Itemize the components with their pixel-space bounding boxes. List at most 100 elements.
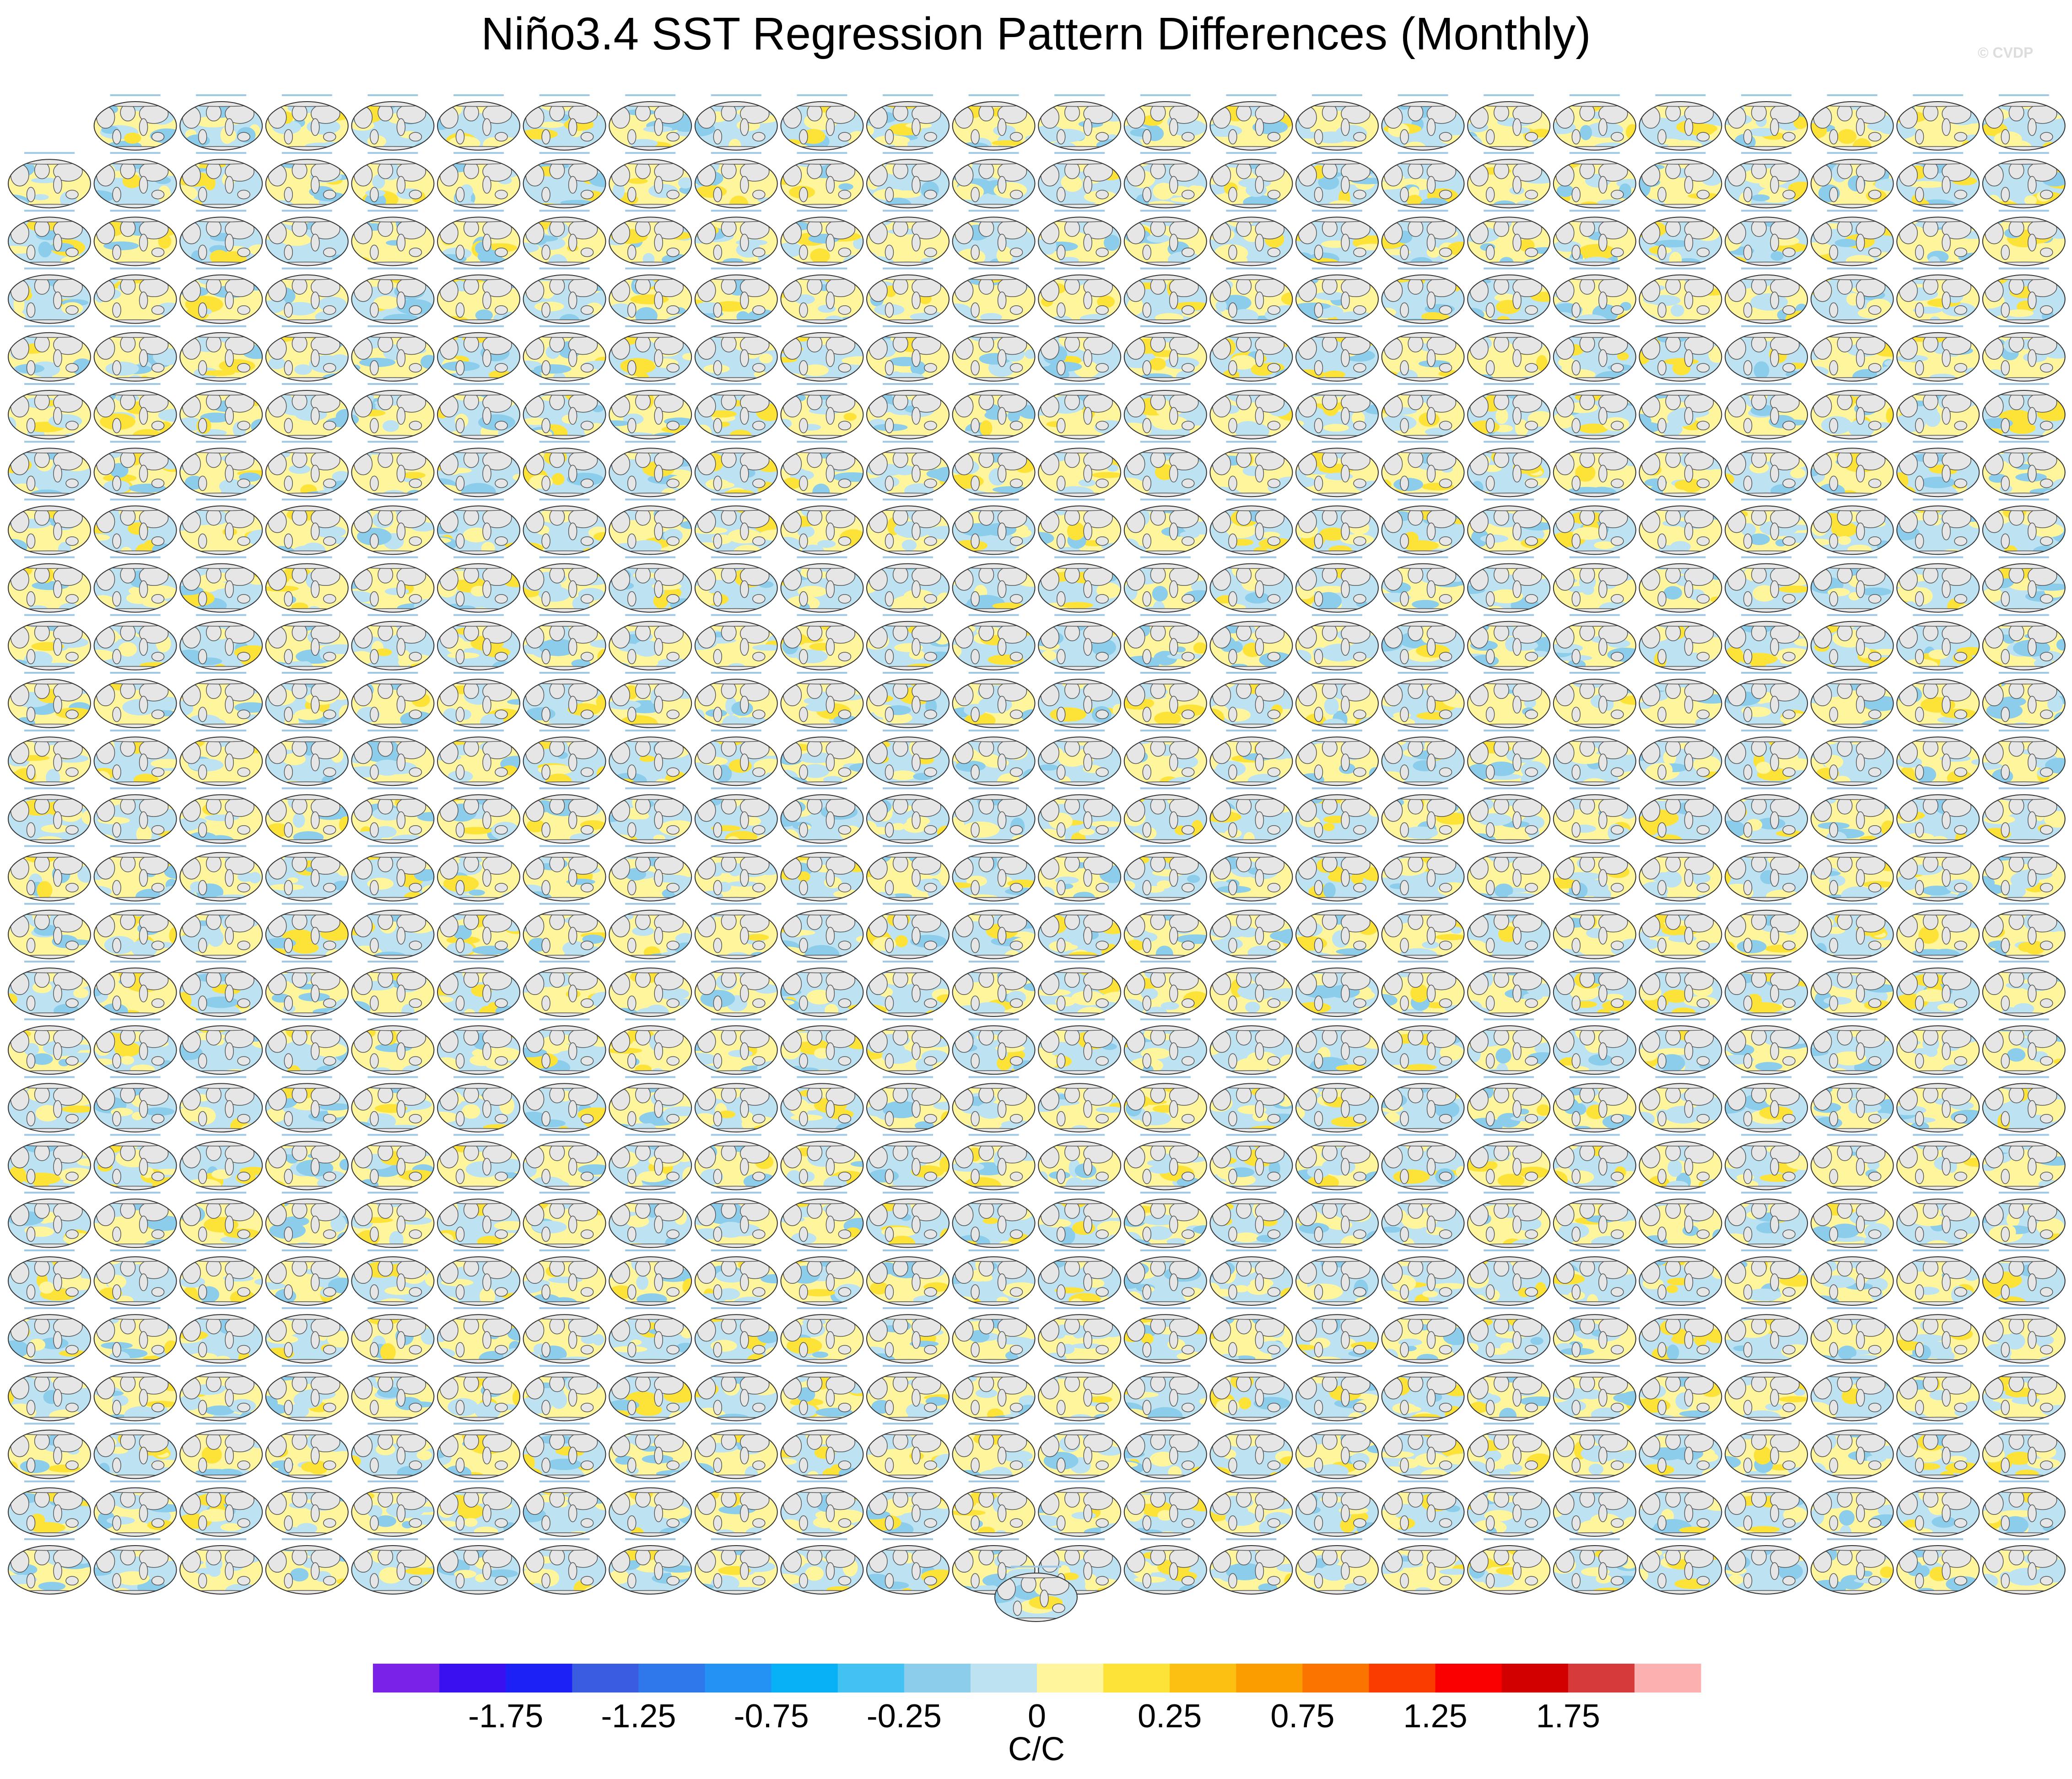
map-panel <box>866 267 950 324</box>
map-panel <box>1381 672 1465 728</box>
map-panel <box>265 556 349 613</box>
map-panel <box>1982 903 2066 959</box>
map-panel <box>351 845 435 902</box>
map-panel <box>866 556 950 613</box>
map-panel <box>1639 730 1722 786</box>
map-panel <box>1553 1076 1636 1133</box>
map-panel <box>1982 845 2066 902</box>
map-panel <box>1381 1018 1465 1075</box>
map-panel <box>179 1076 263 1133</box>
map-panel <box>1639 845 1722 902</box>
map-panel <box>1381 961 1465 1017</box>
map-panel <box>866 614 950 671</box>
map-panel <box>1038 1018 1122 1075</box>
map-panel <box>1123 267 1207 324</box>
map-panel <box>93 1076 177 1133</box>
map-panel <box>866 1018 950 1075</box>
map-panel <box>1810 383 1894 439</box>
map-panel <box>179 614 263 671</box>
map-panel <box>1725 614 1808 671</box>
map-panel <box>1467 498 1551 555</box>
map-panel <box>1553 614 1636 671</box>
map-panel <box>952 210 1036 266</box>
map-panel <box>866 845 950 902</box>
map-panel <box>265 903 349 959</box>
map-panel <box>1038 498 1122 555</box>
map-panel <box>8 441 91 497</box>
colorbar-swatch <box>837 1664 905 1692</box>
map-panel <box>1038 730 1122 786</box>
map-panel <box>93 94 177 151</box>
map-panel <box>1639 1018 1722 1075</box>
map-panel <box>1123 152 1207 209</box>
map-panel <box>265 94 349 151</box>
map-panel <box>1381 210 1465 266</box>
map-panel <box>1725 498 1808 555</box>
map-panel <box>437 730 520 786</box>
map-panel <box>952 730 1036 786</box>
map-panel <box>1896 498 1980 555</box>
map-panel <box>93 614 177 671</box>
map-panel <box>265 672 349 728</box>
colorbar-tick-label: 0.25 <box>1138 1698 1202 1735</box>
map-panel <box>437 94 520 151</box>
map-panel <box>1982 325 2066 382</box>
map-panel <box>351 441 435 497</box>
map-panel <box>1038 614 1122 671</box>
colorbar-tick-label: -0.25 <box>866 1698 942 1735</box>
map-panel <box>1209 961 1293 1017</box>
map-panel <box>1810 94 1894 151</box>
map-panel <box>93 961 177 1017</box>
map-panel <box>1295 556 1379 613</box>
colorbar-swatch <box>1037 1664 1104 1692</box>
colorbar-swatch <box>1302 1664 1369 1692</box>
map-panel <box>1295 787 1379 844</box>
map-panel <box>1123 1018 1207 1075</box>
map-panel <box>523 152 606 209</box>
map-panel <box>351 325 435 382</box>
colorbar-swatch <box>638 1664 705 1692</box>
map-panel <box>1982 556 2066 613</box>
map-panel <box>609 325 692 382</box>
map-panel <box>1896 845 1980 902</box>
map-panel <box>179 94 263 151</box>
colorbar-swatch <box>373 1664 440 1692</box>
map-panel <box>437 210 520 266</box>
map-panel <box>523 325 606 382</box>
colorbar-swatch <box>1236 1664 1303 1692</box>
map-panel <box>1810 1018 1894 1075</box>
map-panel <box>1038 1076 1122 1133</box>
map-panel <box>1725 383 1808 439</box>
map-panel <box>866 210 950 266</box>
map-panel <box>1810 210 1894 266</box>
map-panel <box>351 94 435 151</box>
map-panel <box>1038 210 1122 266</box>
map-panel <box>952 498 1036 555</box>
cvdp-watermark: © CVDP <box>1978 44 2034 61</box>
map-panel <box>780 556 864 613</box>
map-panel <box>1896 961 1980 1017</box>
map-panel <box>351 210 435 266</box>
map-panel <box>437 325 520 382</box>
map-panel <box>179 152 263 209</box>
map-panel <box>609 1018 692 1075</box>
colorbar-tick-label: -0.75 <box>734 1698 809 1735</box>
map-panel <box>780 845 864 902</box>
map-panel <box>1123 1076 1207 1133</box>
map-panel <box>93 383 177 439</box>
map-panel <box>1295 383 1379 439</box>
colorbar-swatch <box>1435 1664 1502 1692</box>
map-panel <box>609 152 692 209</box>
map-panel <box>1295 441 1379 497</box>
map-panel <box>1725 1076 1808 1133</box>
map-panel <box>1467 383 1551 439</box>
map-panel <box>1381 787 1465 844</box>
map-panel <box>866 152 950 209</box>
map-panel <box>265 1076 349 1133</box>
map-panel <box>780 1018 864 1075</box>
map-panel <box>1038 152 1122 209</box>
colorbar-swatch <box>705 1664 772 1692</box>
colorbar-tick-label: 1.25 <box>1403 1698 1468 1735</box>
map-panel <box>265 730 349 786</box>
